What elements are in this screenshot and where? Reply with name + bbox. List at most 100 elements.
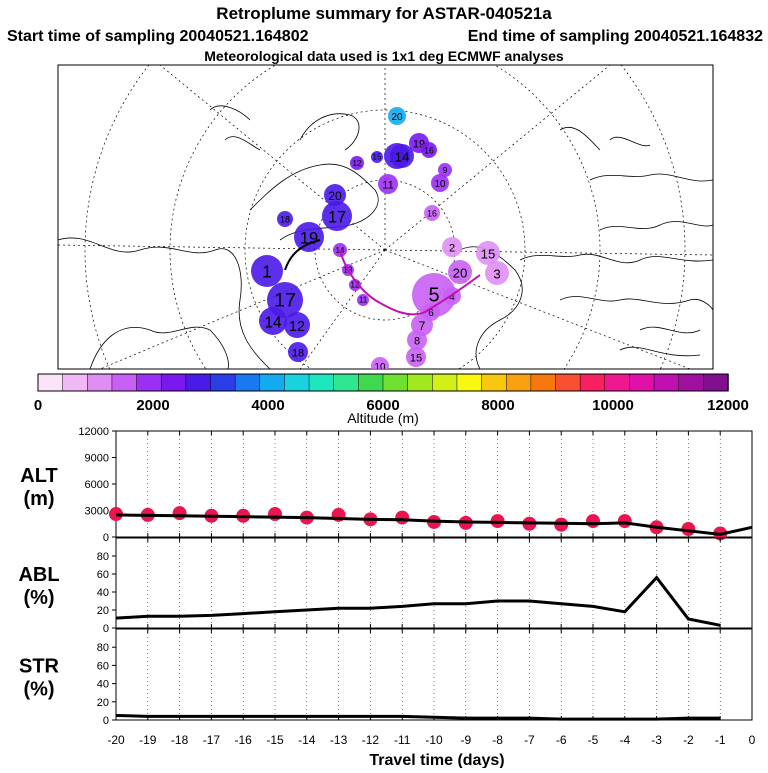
colorbar-tick-6000: 6000 bbox=[366, 397, 399, 414]
colorbar-swatch bbox=[259, 373, 286, 392]
plume-cluster-circle bbox=[284, 312, 310, 338]
plume-cluster-circle bbox=[448, 260, 472, 284]
colorbar-swatch bbox=[629, 373, 655, 392]
plume-cluster-label: 17 bbox=[274, 289, 296, 311]
panel-ylabel: STR bbox=[19, 656, 60, 678]
y-tick-label: 0 bbox=[103, 532, 109, 544]
x-tick-label: -1 bbox=[715, 733, 726, 747]
plume-cluster-label: 14 bbox=[395, 149, 410, 164]
colorbar-swatch bbox=[481, 373, 507, 392]
plume-cluster-circle bbox=[350, 156, 364, 170]
x-tick-label: -2 bbox=[683, 733, 694, 747]
plume-cluster-circle bbox=[406, 347, 426, 367]
y-tick-label: 60 bbox=[97, 569, 109, 581]
plume-cluster-label: 12 bbox=[351, 281, 360, 290]
colorbar-frame bbox=[37, 373, 729, 392]
colorbar-tick-0: 0 bbox=[34, 397, 42, 414]
colorbar-swatch bbox=[505, 373, 532, 392]
x-tick-label: -8 bbox=[492, 733, 503, 747]
plume-cluster-label: 1 bbox=[262, 261, 272, 281]
plume-trajectory-start bbox=[284, 239, 321, 271]
y-tick-label: 0 bbox=[103, 715, 109, 727]
colorbar-swatch bbox=[358, 373, 384, 392]
series-line bbox=[115, 713, 721, 721]
plume-cluster-circle bbox=[431, 174, 449, 192]
plume-cluster-circle bbox=[442, 237, 462, 257]
panel-abl: 0 20 40 60 80 ABL(%) bbox=[18, 537, 753, 635]
colorbar-swatch bbox=[407, 373, 434, 392]
plume-cluster-circle bbox=[424, 205, 440, 221]
plume-cluster-circle bbox=[412, 273, 456, 317]
plume-cluster-circle bbox=[485, 261, 509, 285]
colorbar-tick-10000: 10000 bbox=[592, 397, 634, 414]
x-tick-label: -6 bbox=[556, 733, 567, 747]
plume-trajectory bbox=[339, 249, 481, 316]
colorbar-swatch bbox=[210, 373, 236, 392]
altitude-dot bbox=[395, 510, 410, 525]
colorbar-swatch bbox=[604, 373, 631, 392]
colorbar-swatch bbox=[284, 373, 310, 392]
colorbar-swatch bbox=[530, 373, 557, 392]
altitude-colorbar: 0 2000 4000 6000 8000 10000 12000 Altitu… bbox=[34, 373, 749, 426]
x-tick-label: -16 bbox=[235, 733, 253, 747]
x-tick-label: -15 bbox=[266, 733, 284, 747]
x-tick-label: -7 bbox=[524, 733, 535, 747]
plume-cluster-label: 20 bbox=[392, 112, 403, 123]
colorbar-swatch bbox=[111, 373, 138, 392]
plume-cluster-circle bbox=[294, 222, 324, 252]
plume-cluster-circle bbox=[251, 255, 283, 287]
plume-cluster-label: 3 bbox=[493, 266, 500, 281]
plume-cluster-label: 18 bbox=[292, 348, 304, 360]
colorbar-swatch bbox=[678, 373, 705, 392]
plume-cluster-label: 12 bbox=[353, 159, 362, 168]
colorbar-swatch bbox=[160, 373, 187, 392]
plume-cluster-circle bbox=[322, 201, 352, 231]
colorbar-swatch bbox=[185, 373, 212, 392]
x-tick-label: -4 bbox=[619, 733, 630, 747]
colorbar-label: Altitude (m) bbox=[347, 410, 419, 426]
plume-cluster-circle bbox=[288, 342, 308, 362]
colorbar-swatch bbox=[234, 373, 261, 392]
colorbar-swatch bbox=[308, 373, 335, 392]
map-frame bbox=[57, 64, 714, 370]
panel-ylabel: ALT bbox=[20, 465, 57, 487]
plume-clusters: 2019161312151411109162017181912151714122… bbox=[251, 107, 509, 369]
plume-cluster-label: 4 bbox=[449, 292, 455, 303]
x-tick-label: -20 bbox=[107, 733, 125, 747]
y-tick-label: 80 bbox=[97, 642, 109, 654]
colorbar-swatch bbox=[555, 373, 581, 392]
x-tick-label: -18 bbox=[171, 733, 189, 747]
plume-cluster-label: 2 bbox=[449, 243, 455, 255]
colorbar-swatch bbox=[87, 373, 113, 392]
colorbar-swatch bbox=[653, 373, 680, 392]
y-tick-label: 0 bbox=[103, 623, 109, 635]
plume-cluster-label: 11 bbox=[382, 180, 393, 192]
colorbar-swatch bbox=[456, 373, 483, 392]
plume-cluster-label: 6 bbox=[428, 308, 434, 319]
y-tick-label: 40 bbox=[97, 587, 109, 599]
plume-cluster-circle bbox=[438, 163, 452, 177]
plume-cluster-circle bbox=[349, 279, 361, 291]
panel-ylabel-unit: (%) bbox=[23, 587, 54, 609]
altitude-dot bbox=[617, 514, 632, 529]
plume-cluster-circle bbox=[390, 144, 414, 168]
plume-cluster-circle bbox=[378, 174, 398, 194]
y-tick-label: 20 bbox=[97, 697, 109, 709]
plume-cluster-circle bbox=[371, 151, 383, 163]
x-tick-label: -10 bbox=[425, 733, 443, 747]
colorbar-tick-12000: 12000 bbox=[707, 397, 749, 414]
map-coastlines bbox=[58, 105, 713, 369]
colorbar-tick-8000: 8000 bbox=[481, 397, 514, 414]
x-tick-label: 0 bbox=[749, 733, 756, 747]
colorbar-swatch bbox=[703, 373, 729, 392]
plume-cluster-label: 16 bbox=[427, 209, 437, 219]
x-tick-label: -3 bbox=[651, 733, 662, 747]
plume-cluster-label: 15 bbox=[410, 353, 422, 365]
start-time-text: Start time of sampling 20040521.164802 bbox=[7, 28, 309, 45]
colorbar-tick-4000: 4000 bbox=[251, 397, 284, 414]
plume-cluster-label: 18 bbox=[280, 215, 290, 225]
plume-cluster-circle bbox=[407, 330, 427, 350]
colorbar-tick-2000: 2000 bbox=[136, 397, 169, 414]
